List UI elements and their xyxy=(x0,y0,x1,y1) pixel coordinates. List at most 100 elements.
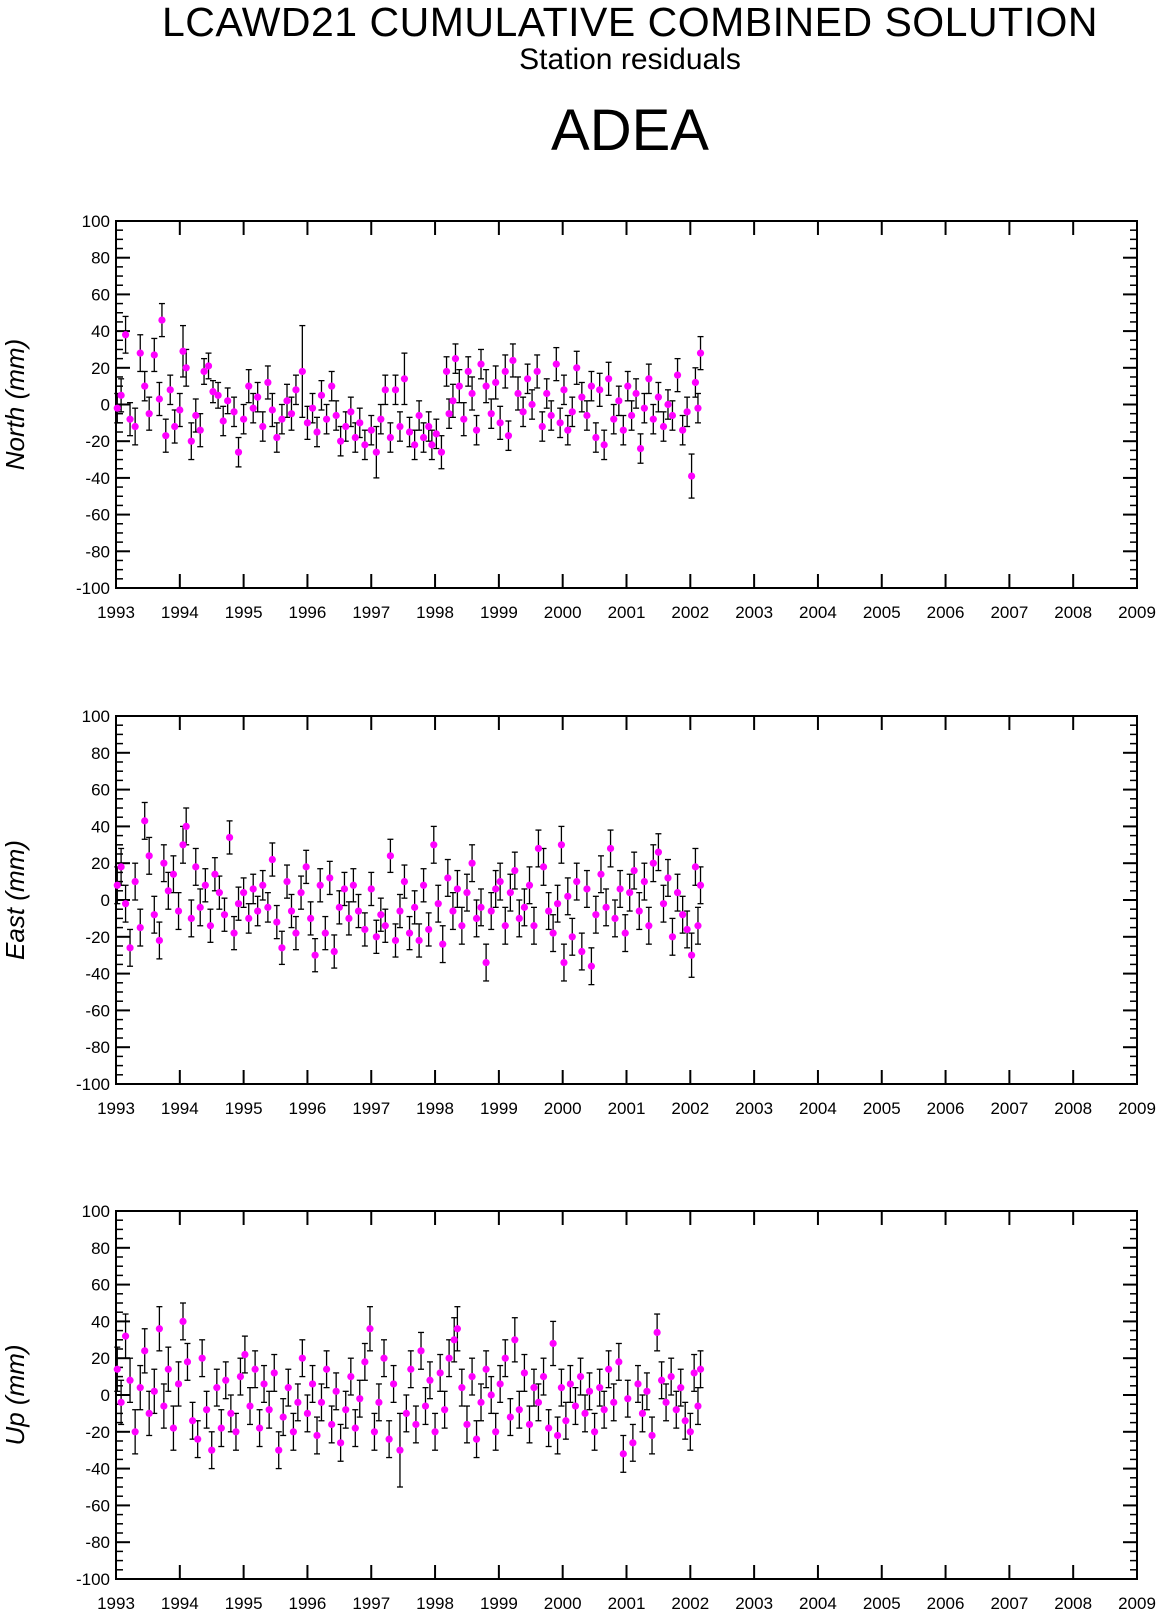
data-point xyxy=(472,1435,481,1443)
data-point xyxy=(245,914,253,923)
x-tick-label: 1996 xyxy=(289,1594,327,1613)
x-tick-label: 2004 xyxy=(799,1594,837,1613)
data-point xyxy=(492,885,500,893)
data-point xyxy=(668,933,677,941)
data-point xyxy=(610,415,618,423)
data-point xyxy=(279,1413,287,1421)
data-point xyxy=(553,900,562,908)
y-axis-label: East (mm) xyxy=(0,840,30,960)
data-point xyxy=(366,1325,374,1333)
y-tick-label: -80 xyxy=(85,1533,110,1552)
x-tick-label: 2003 xyxy=(735,1594,773,1613)
data-point xyxy=(496,1380,504,1388)
y-tick-label: 100 xyxy=(82,707,110,726)
y-axis-label: Up (mm) xyxy=(0,1344,30,1445)
data-point xyxy=(672,1406,680,1414)
data-point xyxy=(615,397,623,405)
data-point xyxy=(568,933,576,941)
data-point xyxy=(219,417,227,425)
data-point xyxy=(294,1398,302,1406)
data-point xyxy=(449,907,457,915)
data-point xyxy=(405,428,414,436)
data-point xyxy=(662,1398,670,1406)
data-point xyxy=(321,929,329,937)
y-tick-label: -40 xyxy=(85,965,110,984)
data-point xyxy=(564,426,572,434)
data-point xyxy=(308,1380,317,1388)
x-tick-label: 2005 xyxy=(863,603,901,622)
data-point xyxy=(640,404,648,412)
data-point xyxy=(515,1406,523,1414)
data-point xyxy=(166,386,174,394)
data-point xyxy=(356,419,364,427)
data-point xyxy=(361,1358,369,1366)
data-point xyxy=(171,422,179,431)
y-tick-label: 20 xyxy=(91,1349,110,1368)
data-point xyxy=(523,375,532,383)
x-tick-label: 2005 xyxy=(863,1594,901,1613)
data-point xyxy=(621,929,629,937)
data-point xyxy=(426,1376,434,1384)
data-point xyxy=(303,419,312,427)
data-point xyxy=(431,1428,439,1436)
data-point xyxy=(543,389,551,398)
data-point xyxy=(590,1428,599,1436)
data-point xyxy=(162,432,170,440)
y-tick-label: 60 xyxy=(91,1276,110,1295)
data-point xyxy=(297,889,305,897)
data-point xyxy=(545,1424,553,1432)
data-point xyxy=(415,411,423,420)
data-point xyxy=(525,881,534,889)
data-point xyxy=(611,914,619,923)
data-point xyxy=(240,415,248,423)
data-point xyxy=(241,1350,249,1359)
data-point xyxy=(455,382,463,390)
data-point xyxy=(356,1395,364,1403)
data-point xyxy=(664,400,672,409)
x-tick-label: 2001 xyxy=(608,603,646,622)
data-point xyxy=(126,1376,134,1384)
data-point xyxy=(270,1369,278,1377)
data-point xyxy=(640,878,648,886)
data-point xyxy=(342,422,350,431)
data-point xyxy=(691,378,700,387)
y-tick-label: 40 xyxy=(91,322,110,341)
x-tick-label: 1995 xyxy=(225,1099,263,1118)
x-tick-label: 2008 xyxy=(1054,603,1092,622)
data-point xyxy=(506,889,514,897)
data-point xyxy=(405,929,414,937)
data-point xyxy=(330,947,338,956)
data-point xyxy=(628,411,636,420)
data-point xyxy=(629,1439,637,1447)
data-point xyxy=(117,1398,125,1406)
data-point xyxy=(136,349,144,357)
data-point xyxy=(308,404,317,412)
data-point xyxy=(635,907,643,915)
data-point xyxy=(208,1446,216,1454)
data-point xyxy=(303,1409,312,1417)
data-point xyxy=(463,1420,471,1429)
data-point xyxy=(487,1391,495,1399)
data-point xyxy=(415,936,423,945)
data-point xyxy=(273,918,281,926)
data-point xyxy=(477,360,485,368)
data-point xyxy=(605,375,613,383)
data-point xyxy=(179,347,187,355)
data-point xyxy=(419,433,428,442)
data-point xyxy=(337,437,345,445)
data-point xyxy=(367,885,375,893)
x-tick-label: 2009 xyxy=(1118,1594,1156,1613)
data-point xyxy=(679,426,687,434)
data-point xyxy=(141,1347,149,1355)
y-tick-label: -20 xyxy=(85,432,110,451)
x-tick-label: 2002 xyxy=(671,603,709,622)
data-point xyxy=(259,881,267,889)
data-point xyxy=(155,395,163,403)
data-point xyxy=(624,1395,632,1403)
data-point xyxy=(372,448,380,456)
chart-title: LCAWD21 CUMULATIVE COMBINED SOLUTION xyxy=(161,0,1099,45)
x-tick-label: 1996 xyxy=(289,1099,327,1118)
data-point xyxy=(441,1406,449,1414)
data-point xyxy=(600,1406,608,1414)
